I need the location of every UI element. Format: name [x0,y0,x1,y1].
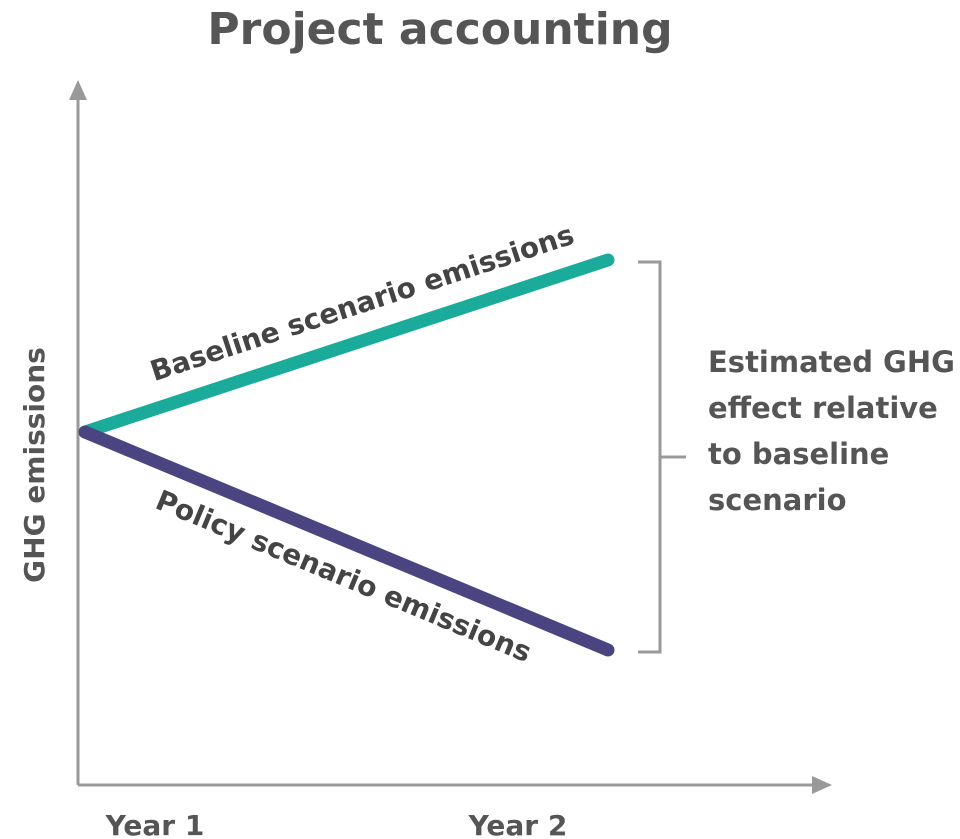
y-axis-label: GHG emissions [18,347,51,583]
line-label: Baseline scenario emissions [146,218,578,388]
annotation-line: to baseline [708,437,889,471]
annotation-line: scenario [708,483,847,517]
title: Project accounting [207,4,672,55]
baseline-line [78,253,615,439]
bracket [638,260,662,654]
x-label: Year 2 [468,809,568,839]
line-label: Policy scenario emissions [151,483,536,669]
annotation-line: effect relative [708,391,938,425]
x-arrow [812,776,832,794]
annotation-line: Estimated GHG [708,345,955,379]
y-arrow [69,80,87,100]
x-label: Year 1 [105,809,205,839]
policy-line [78,425,615,657]
